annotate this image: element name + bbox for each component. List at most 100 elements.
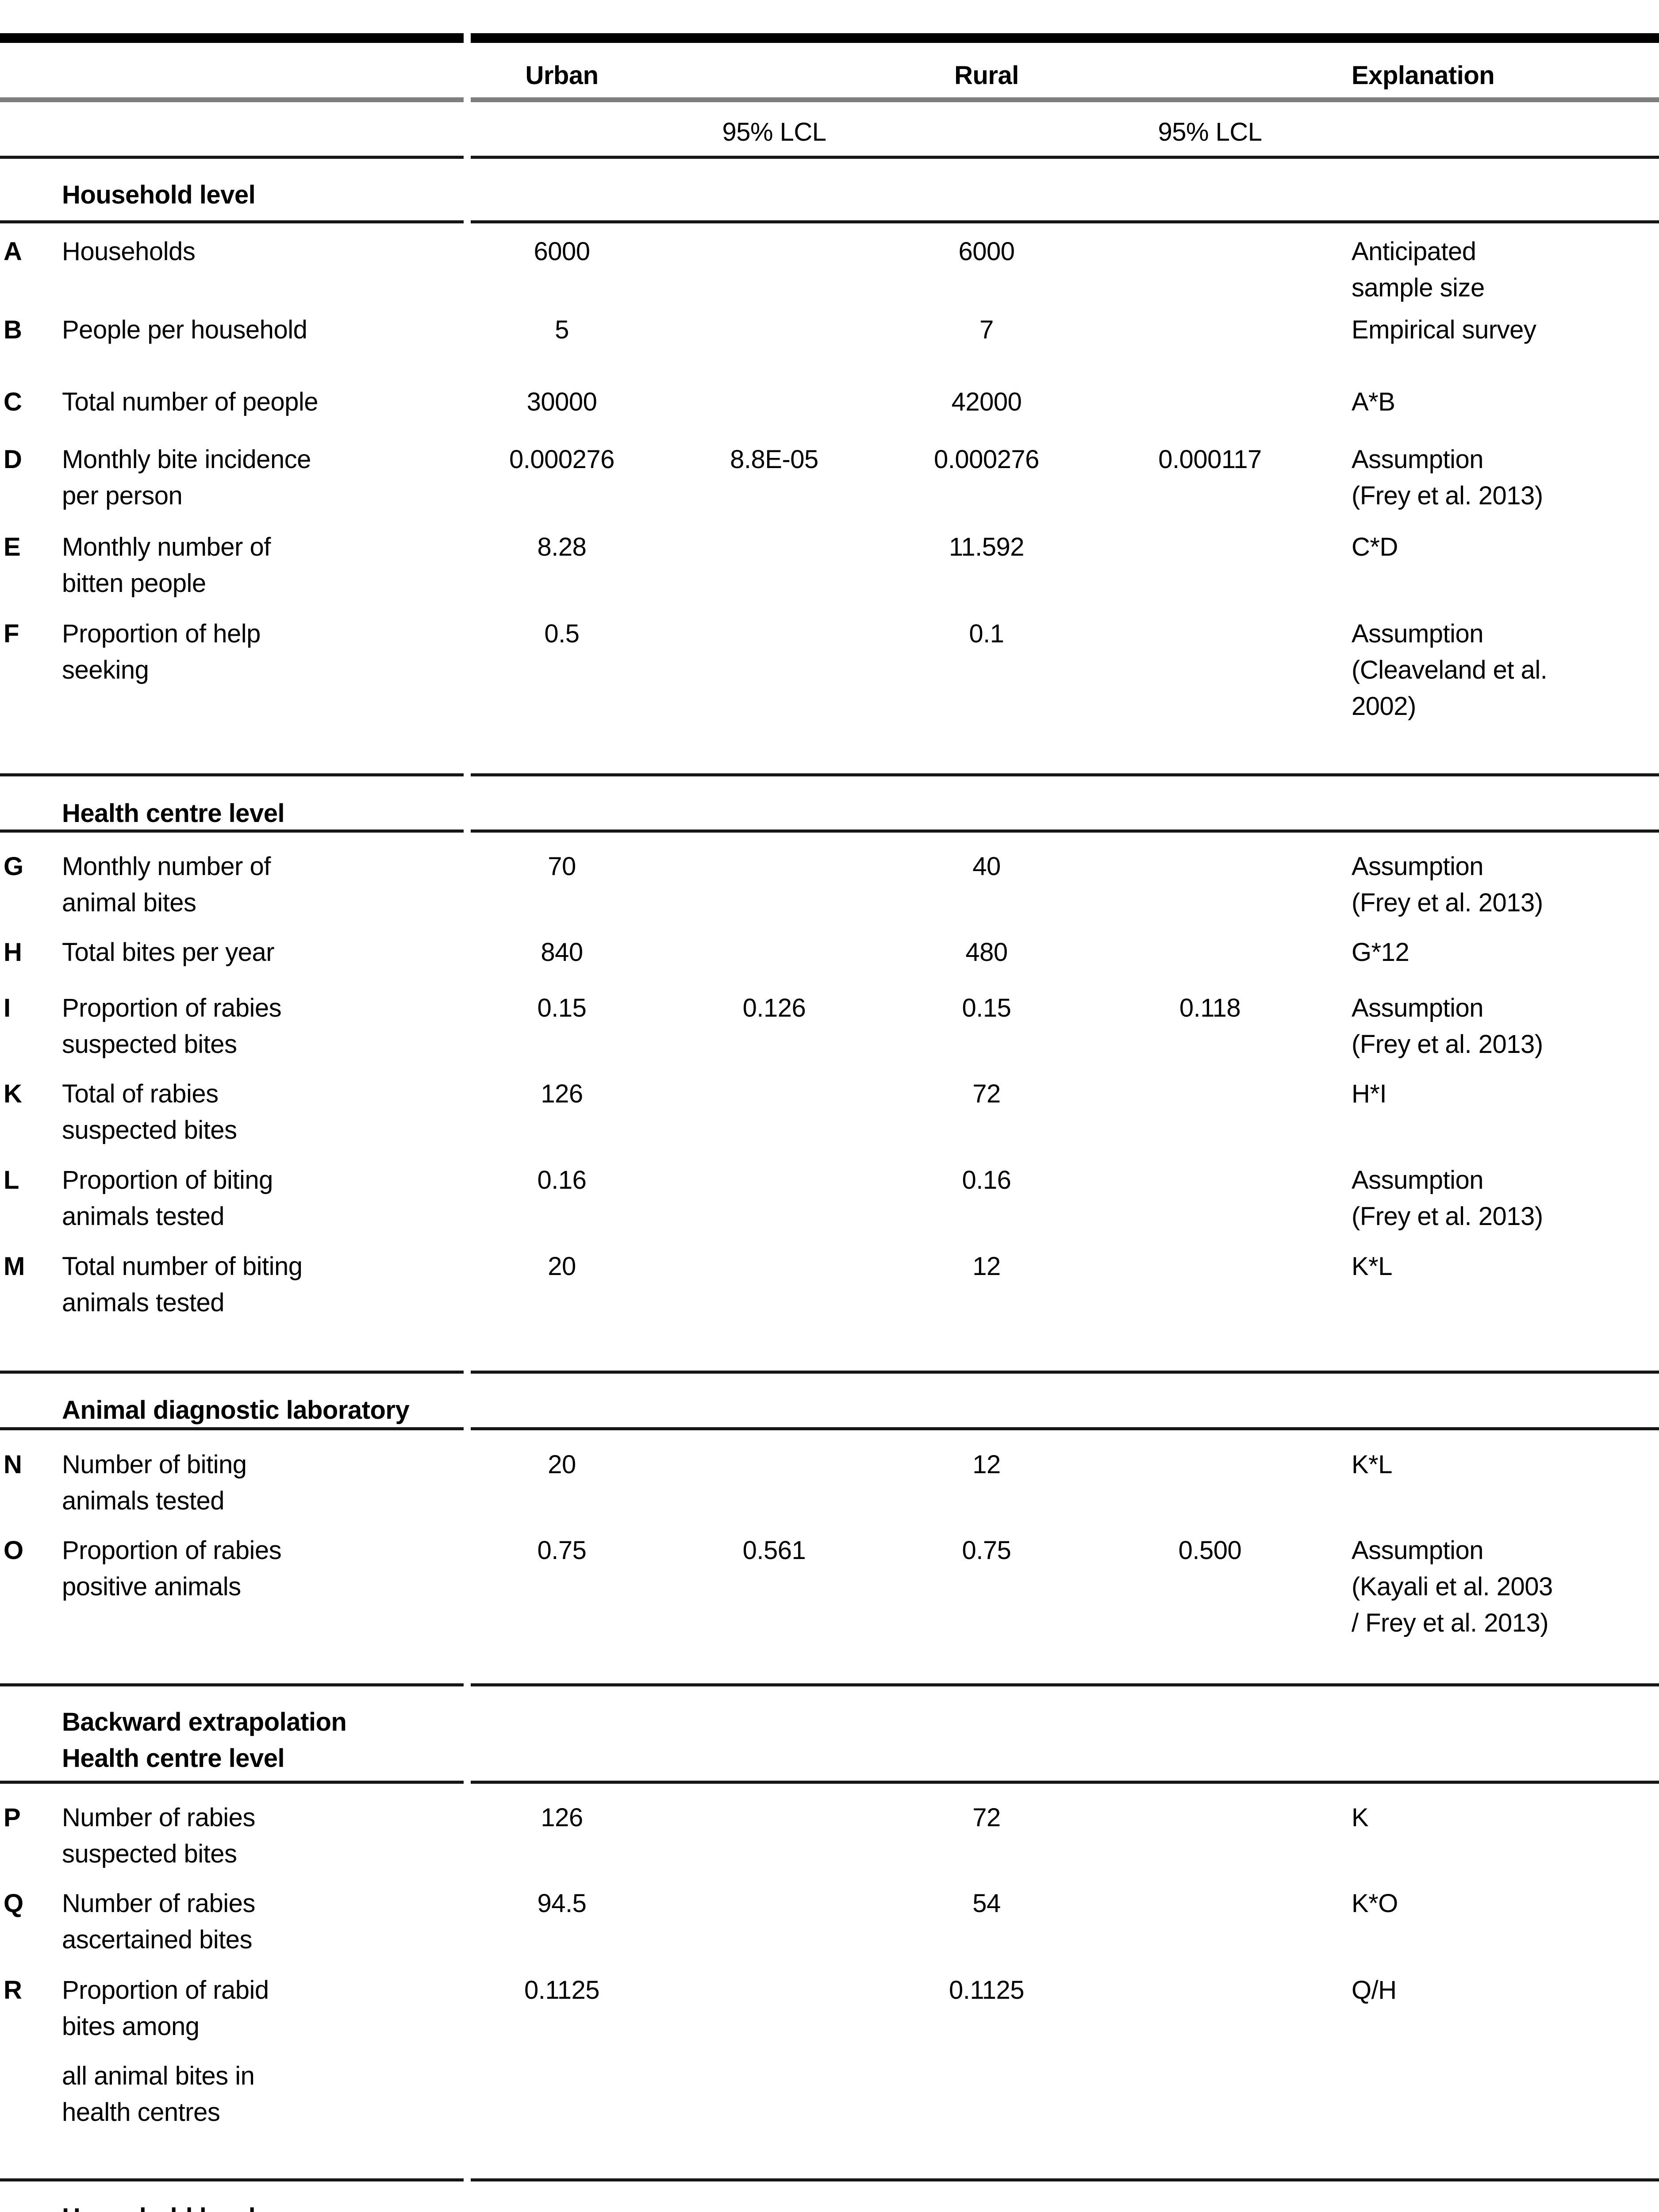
row-letter: R [4,1976,22,2005]
divider [0,220,1659,223]
divider [0,773,1659,776]
row-description: Total bites per year [62,938,275,967]
divider [0,1371,1659,1374]
table-row-D: D Monthly bite incidence per person 0.00… [0,442,1659,514]
urban-lcl-value: 0.126 [742,994,806,1022]
explanation-cell: G*12 [1352,938,1409,967]
explanation-cell: C*D [1352,533,1398,561]
rural-value: 12 [972,1450,1001,1479]
row-letter: H [4,938,22,967]
rural-lcl-value: 0.118 [1179,994,1241,1022]
divider [0,1781,1659,1784]
explanation-cell: A*B [1352,388,1395,416]
urban-value: 840 [541,938,583,967]
row-letter: F [4,619,19,648]
divider [0,1427,1659,1430]
rural-value: 0.15 [962,994,1011,1022]
row-description: Monthly number of bitten people [62,533,271,598]
row-description: Proportion of help seeking [62,619,261,684]
rural-value: 42000 [951,388,1022,416]
urban-value: 20 [548,1450,576,1479]
table-row-K: K Total of rabies suspected bites 126 72… [0,1076,1659,1148]
row-description: Total number of people [62,388,319,416]
column-header-explanation: Explanation [1352,61,1495,90]
row-description: Total of rabies suspected bites [62,1079,237,1144]
table-row-C: C Total number of people 30000 42000 A*B [0,384,1659,420]
row-description: Proportion of rabies positive animals [62,1536,282,1601]
urban-value: 5 [555,315,569,344]
urban-value: 8.28 [537,533,587,561]
row-letter: Q [4,1889,23,1918]
row-description: Households [62,237,196,266]
row-letter: I [4,994,11,1022]
rural-value: 72 [972,1079,1001,1108]
rural-lcl-value: 0.500 [1178,1536,1242,1565]
urban-value: 0.5 [544,619,580,648]
explanation-cell: H*I [1352,1079,1387,1108]
row-letter: A [4,237,22,266]
table-row-I: I Proportion of rabies suspected bites 0… [0,990,1659,1063]
row-description: Monthly bite incidence per person [62,445,311,510]
urban-value: 0.15 [537,994,587,1022]
rural-value: 480 [965,938,1008,967]
row-description: Proportion of rabid bites among [62,1976,269,2041]
urban-value: 0.75 [537,1536,587,1565]
urban-lcl-value: 0.561 [742,1536,806,1565]
table-row-A: A Households 6000 6000 Anticipated sampl… [0,234,1659,306]
column-header-urban-lcl: 95% LCL [722,118,826,146]
row-description: Number of rabies suspected bites [62,1803,255,1868]
table-row-O: O Proportion of rabies positive animals … [0,1532,1659,1641]
row-description: Total number of biting animals tested [62,1252,303,1317]
row-letter: K [4,1079,22,1108]
row-letter: P [4,1803,21,1832]
rural-value: 0.000276 [934,445,1039,474]
rural-value: 72 [972,1803,1001,1832]
row-letter: B [4,315,22,344]
urban-value: 126 [541,1803,583,1832]
table-row-H: H Total bites per year 840 480 G*12 [0,934,1659,971]
urban-value: 0.16 [537,1166,587,1194]
row-description: all animal bites in health centres [62,2062,255,2127]
column-header-rural-lcl: 95% LCL [1158,118,1262,146]
rural-value: 6000 [958,237,1015,266]
rural-value: 0.16 [962,1166,1011,1194]
explanation-cell: K*O [1352,1889,1398,1918]
explanation-cell: Assumption (Frey et al. 2013) [1352,1166,1543,1231]
explanation-cell: Assumption (Frey et al. 2013) [1352,852,1543,917]
row-description: People per household [62,315,307,344]
table-row-R: R Proportion of rabid bites among 0.1125… [0,1972,1659,2045]
table-row-Q: Q Number of rabies ascertained bites 94.… [0,1886,1659,1958]
table-row-E: E Monthly number of bitten people 8.28 1… [0,529,1659,602]
urban-value: 0.1125 [524,1976,600,2005]
explanation-cell: Assumption (Frey et al. 2013) [1352,445,1543,510]
explanation-cell: Assumption (Frey et al. 2013) [1352,994,1543,1059]
table-row-R-continued: all animal bites in health centres [0,2058,1659,2131]
table-row-F: F Proportion of help seeking 0.5 0.1 Ass… [0,616,1659,725]
divider-gray [0,97,1659,102]
urban-value: 30000 [526,388,597,416]
explanation-cell: Q/H [1352,1976,1397,2005]
explanation-cell: K*L [1352,1450,1393,1479]
column-header-urban: Urban [525,61,599,90]
rural-value: 7 [979,315,994,344]
column-header-row: Urban Rural Explanation [0,58,1659,94]
urban-value: 94.5 [537,1889,587,1918]
divider [0,1683,1659,1686]
row-letter: O [4,1536,23,1565]
urban-value: 0.000276 [509,445,614,474]
section-header-health-centre-level: Health centre level [62,799,285,828]
table-row-M: M Total number of biting animals tested … [0,1248,1659,1321]
table-row-G: G Monthly number of animal bites 70 40 A… [0,849,1659,921]
row-letter: L [4,1166,19,1194]
row-description: Proportion of rabies suspected bites [62,994,282,1059]
urban-value: 6000 [534,237,590,266]
row-letter: M [4,1252,25,1281]
row-description: Proportion of biting animals tested [62,1166,273,1231]
table-row-B: B People per household 5 7 Empirical sur… [0,312,1659,348]
rural-lcl-value: 0.000117 [1158,445,1262,474]
divider [0,830,1659,833]
explanation-cell: Anticipated sample size [1352,237,1485,302]
section-header-household-level: Household level [62,180,256,209]
rural-value: 11.592 [949,533,1025,561]
